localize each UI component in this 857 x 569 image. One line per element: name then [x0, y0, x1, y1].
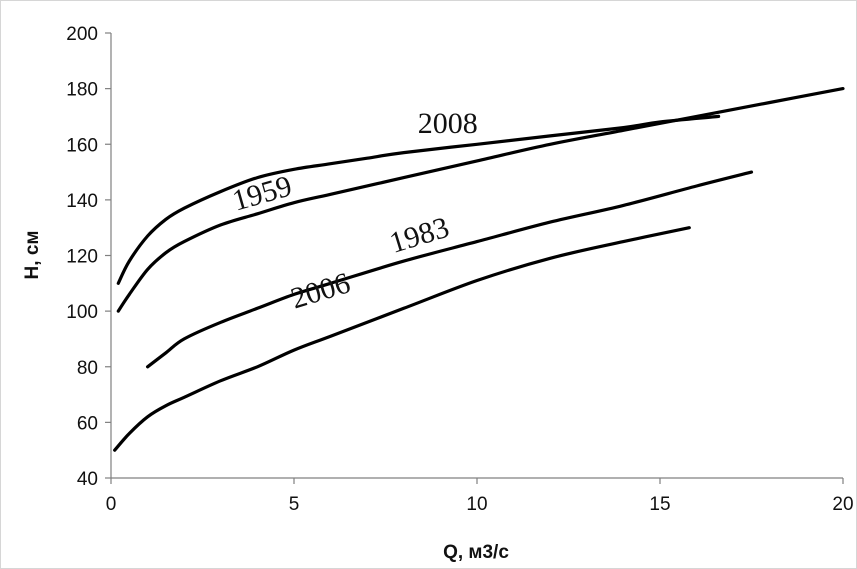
series-label-2006: 2006 — [287, 266, 354, 315]
x-tick-label: 20 — [832, 494, 853, 515]
y-tick-label: 80 — [77, 358, 98, 379]
series-line-1983 — [146, 170, 754, 369]
x-tick-label: 5 — [289, 494, 300, 515]
series-line-2006 — [113, 226, 691, 452]
y-axis-title: H, см — [22, 231, 43, 280]
series-line-1959 — [116, 87, 845, 313]
series-label-2008: 2008 — [418, 107, 478, 140]
y-tick-label: 180 — [66, 80, 98, 101]
series-lines — [113, 87, 845, 452]
x-axis-title: Q, м3/с — [443, 542, 509, 563]
y-axis-ticks: 40 60 80 100 120 140 160 180 200 — [66, 24, 111, 490]
y-tick-label: 60 — [77, 413, 98, 434]
y-tick-label: 40 — [77, 469, 98, 490]
series-line-2008 — [116, 114, 721, 285]
series-label-1959: 1959 — [229, 169, 296, 217]
y-tick-label: 160 — [66, 135, 98, 156]
y-tick-label: 140 — [66, 191, 98, 212]
y-tick-label: 100 — [66, 302, 98, 323]
series-label-1983: 1983 — [386, 211, 453, 260]
y-tick-label: 200 — [66, 24, 98, 45]
y-tick-label: 120 — [66, 247, 98, 268]
x-tick-label: 15 — [649, 494, 670, 515]
x-tick-label: 10 — [466, 494, 487, 515]
x-axis-ticks: 0 5 10 15 20 — [106, 478, 854, 515]
chart-axes — [110, 33, 843, 479]
x-tick-label: 0 — [106, 494, 117, 515]
